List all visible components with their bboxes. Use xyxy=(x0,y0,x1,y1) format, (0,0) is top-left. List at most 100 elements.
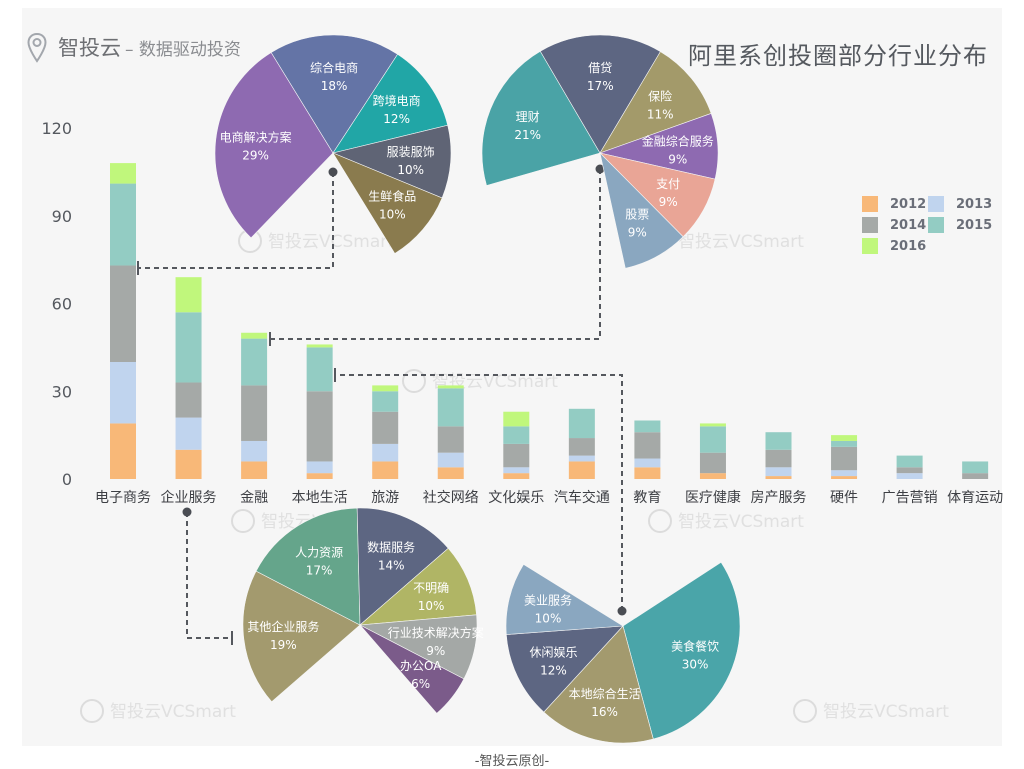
location-pin-icon xyxy=(27,33,47,63)
bar-segment-2016 xyxy=(372,385,399,392)
watermark-text: 智投云VCSmart xyxy=(678,512,804,532)
bar-segment-2015 xyxy=(372,391,399,412)
x-category-label: 社交网络 xyxy=(423,489,479,506)
x-category-label: 文化娱乐 xyxy=(488,490,544,506)
bar-segment-2014 xyxy=(568,438,595,456)
pie-chart: 电商解决方案 29% 综合电商 18% 跨境电商 12% 服装服饰 10% 生鲜食品 10% xyxy=(214,34,452,254)
bar-segment-2013 xyxy=(241,440,268,462)
watermark-logo-icon xyxy=(648,509,672,533)
pie-slice xyxy=(332,152,443,254)
pie-slice-label: 股票 xyxy=(625,207,649,221)
pie-slice-percent: 9% xyxy=(668,152,687,166)
bar-segment-2012 xyxy=(568,461,595,479)
watermark-logo-icon xyxy=(80,699,104,723)
y-tick-label: 90 xyxy=(52,207,72,226)
bar-segment-2016 xyxy=(831,435,858,441)
y-tick-label: 120 xyxy=(41,119,72,138)
pie-slice xyxy=(332,124,452,199)
pie-slice xyxy=(505,563,624,635)
bar-segment-2016 xyxy=(503,411,530,427)
pie-slice-label: 不明确 xyxy=(413,581,449,595)
x-category-label: 医疗健康 xyxy=(685,489,741,506)
pie-slice-label: 其他企业服务 xyxy=(247,619,319,634)
pie-slice xyxy=(481,50,601,186)
pie-slice-percent: 9% xyxy=(426,644,445,658)
pie-slice-label: 服装服饰 xyxy=(387,145,435,159)
pie-slice-percent: 10% xyxy=(418,599,445,613)
x-category-label: 硬件 xyxy=(830,490,858,506)
bar-segment-2012 xyxy=(831,476,858,479)
pie-slice-percent: 21% xyxy=(514,128,541,142)
legend-item-2013: 2013 xyxy=(928,196,992,212)
bar-segment-2014 xyxy=(437,426,464,453)
bar-segment-2015 xyxy=(437,388,464,427)
bar-segment-2013 xyxy=(372,443,399,462)
brand-name: 智投云 xyxy=(58,36,121,60)
legend-label: 2015 xyxy=(956,217,993,233)
pie-slice xyxy=(599,152,684,269)
pie-slice-percent: 29% xyxy=(242,149,269,163)
legend-swatch xyxy=(862,238,878,254)
bar-segment-2014 xyxy=(241,385,268,441)
legend-item-2014: 2014 xyxy=(862,217,926,233)
x-category-label: 金融 xyxy=(240,490,268,506)
bar-segment-2013 xyxy=(306,461,333,474)
pie-slice-percent: 17% xyxy=(587,79,614,93)
bar-segment-2013 xyxy=(831,470,858,477)
pie-slice xyxy=(505,625,624,713)
pie-slice-label: 金融综合服务 xyxy=(642,133,714,148)
bar-segment-2012 xyxy=(175,449,202,479)
x-category-label: 房产服务 xyxy=(751,490,807,506)
bar-segment-2015 xyxy=(699,426,726,453)
pie-slice-percent: 10% xyxy=(397,163,424,177)
bar-segment-2013 xyxy=(634,458,661,468)
connector-dot xyxy=(595,164,605,174)
connector-dot xyxy=(328,167,338,177)
pie-slice-percent: 19% xyxy=(270,638,297,652)
bar-segment-2015 xyxy=(306,347,333,392)
pie-slice-label: 电商解决方案 xyxy=(220,130,292,145)
pie-slice-percent: 17% xyxy=(306,564,333,578)
pie-slice xyxy=(543,625,654,744)
pie-slice-label: 美业服务 xyxy=(524,593,572,608)
pie-slice-percent: 9% xyxy=(628,225,647,239)
connector-line xyxy=(335,374,623,611)
bar-segment-2016 xyxy=(175,277,202,313)
pie-slice-percent: 12% xyxy=(540,664,567,678)
pie-slice-percent: 14% xyxy=(378,558,405,572)
x-category-label: 企业服务 xyxy=(161,489,217,506)
bar-segment-2013 xyxy=(175,417,202,450)
bar-segment-2015 xyxy=(831,440,858,447)
bar-segment-2012 xyxy=(372,461,399,479)
watermark: 智投云VCSmart xyxy=(402,369,558,393)
pie-slice xyxy=(599,51,712,154)
y-tick-label: 30 xyxy=(52,382,72,401)
pie-slice-label: 本地综合生活 xyxy=(569,686,641,701)
bar-segment-2014 xyxy=(175,382,202,418)
pie-slice-percent: 9% xyxy=(659,195,678,209)
legend-swatch xyxy=(928,196,944,212)
x-category-label: 广告营销 xyxy=(882,490,938,506)
y-tick-label: 60 xyxy=(52,295,72,314)
bar-segment-2014 xyxy=(962,473,989,479)
bar-segment-2013 xyxy=(765,467,792,477)
x-category-label: 电子商务 xyxy=(95,490,151,506)
bar-segment-2016 xyxy=(306,344,333,348)
footer-credit: -智投云原创- xyxy=(474,754,550,769)
connector-line xyxy=(270,169,601,340)
bar-segment-2012 xyxy=(241,461,268,479)
bar-segment-2015 xyxy=(175,312,202,383)
bar-segment-2014 xyxy=(372,411,399,444)
brand: 智投云 – 数据驱动投资 xyxy=(58,32,241,62)
pie-slice-percent: 18% xyxy=(321,79,348,93)
bar-segment-2013 xyxy=(437,452,464,468)
pie-slice xyxy=(359,547,477,626)
pie-slice-label: 借贷 xyxy=(588,61,612,75)
pie-slice-label: 数据服务 xyxy=(367,539,415,554)
pie-slice-label: 人力资源 xyxy=(295,546,343,560)
watermark-logo-icon xyxy=(402,369,426,393)
pie-slice-label: 综合电商 xyxy=(310,60,358,75)
bar-segment-2015 xyxy=(634,420,661,433)
legend-item-2012: 2012 xyxy=(862,196,926,212)
watermark-logo-icon xyxy=(793,699,817,723)
